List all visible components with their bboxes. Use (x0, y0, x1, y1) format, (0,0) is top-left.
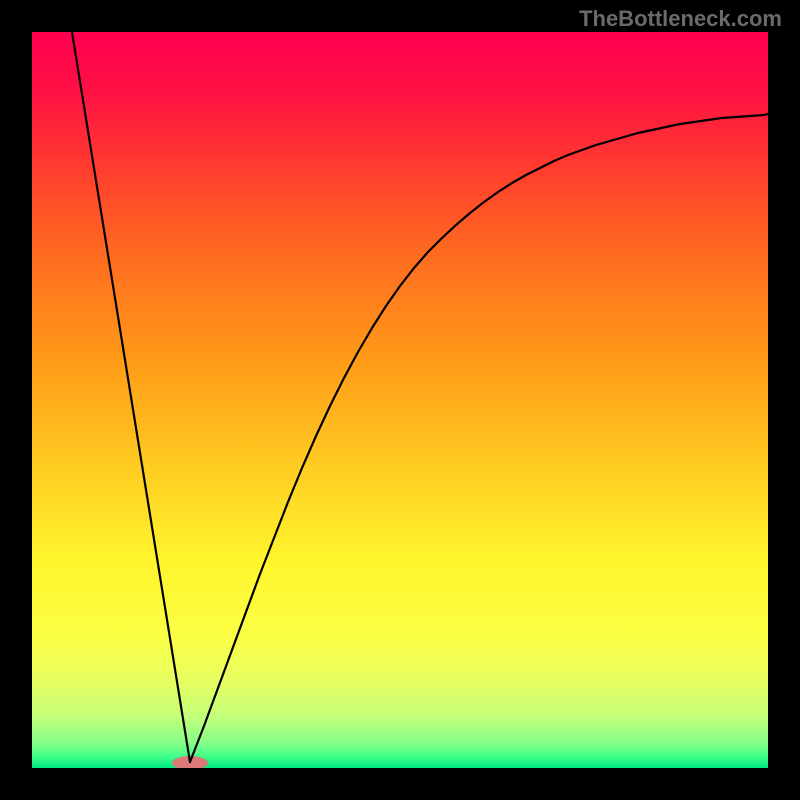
plot-svg (32, 32, 768, 768)
watermark-text: TheBottleneck.com (579, 6, 782, 32)
plot-background (32, 32, 768, 768)
chart-container: TheBottleneck.com (0, 0, 800, 800)
